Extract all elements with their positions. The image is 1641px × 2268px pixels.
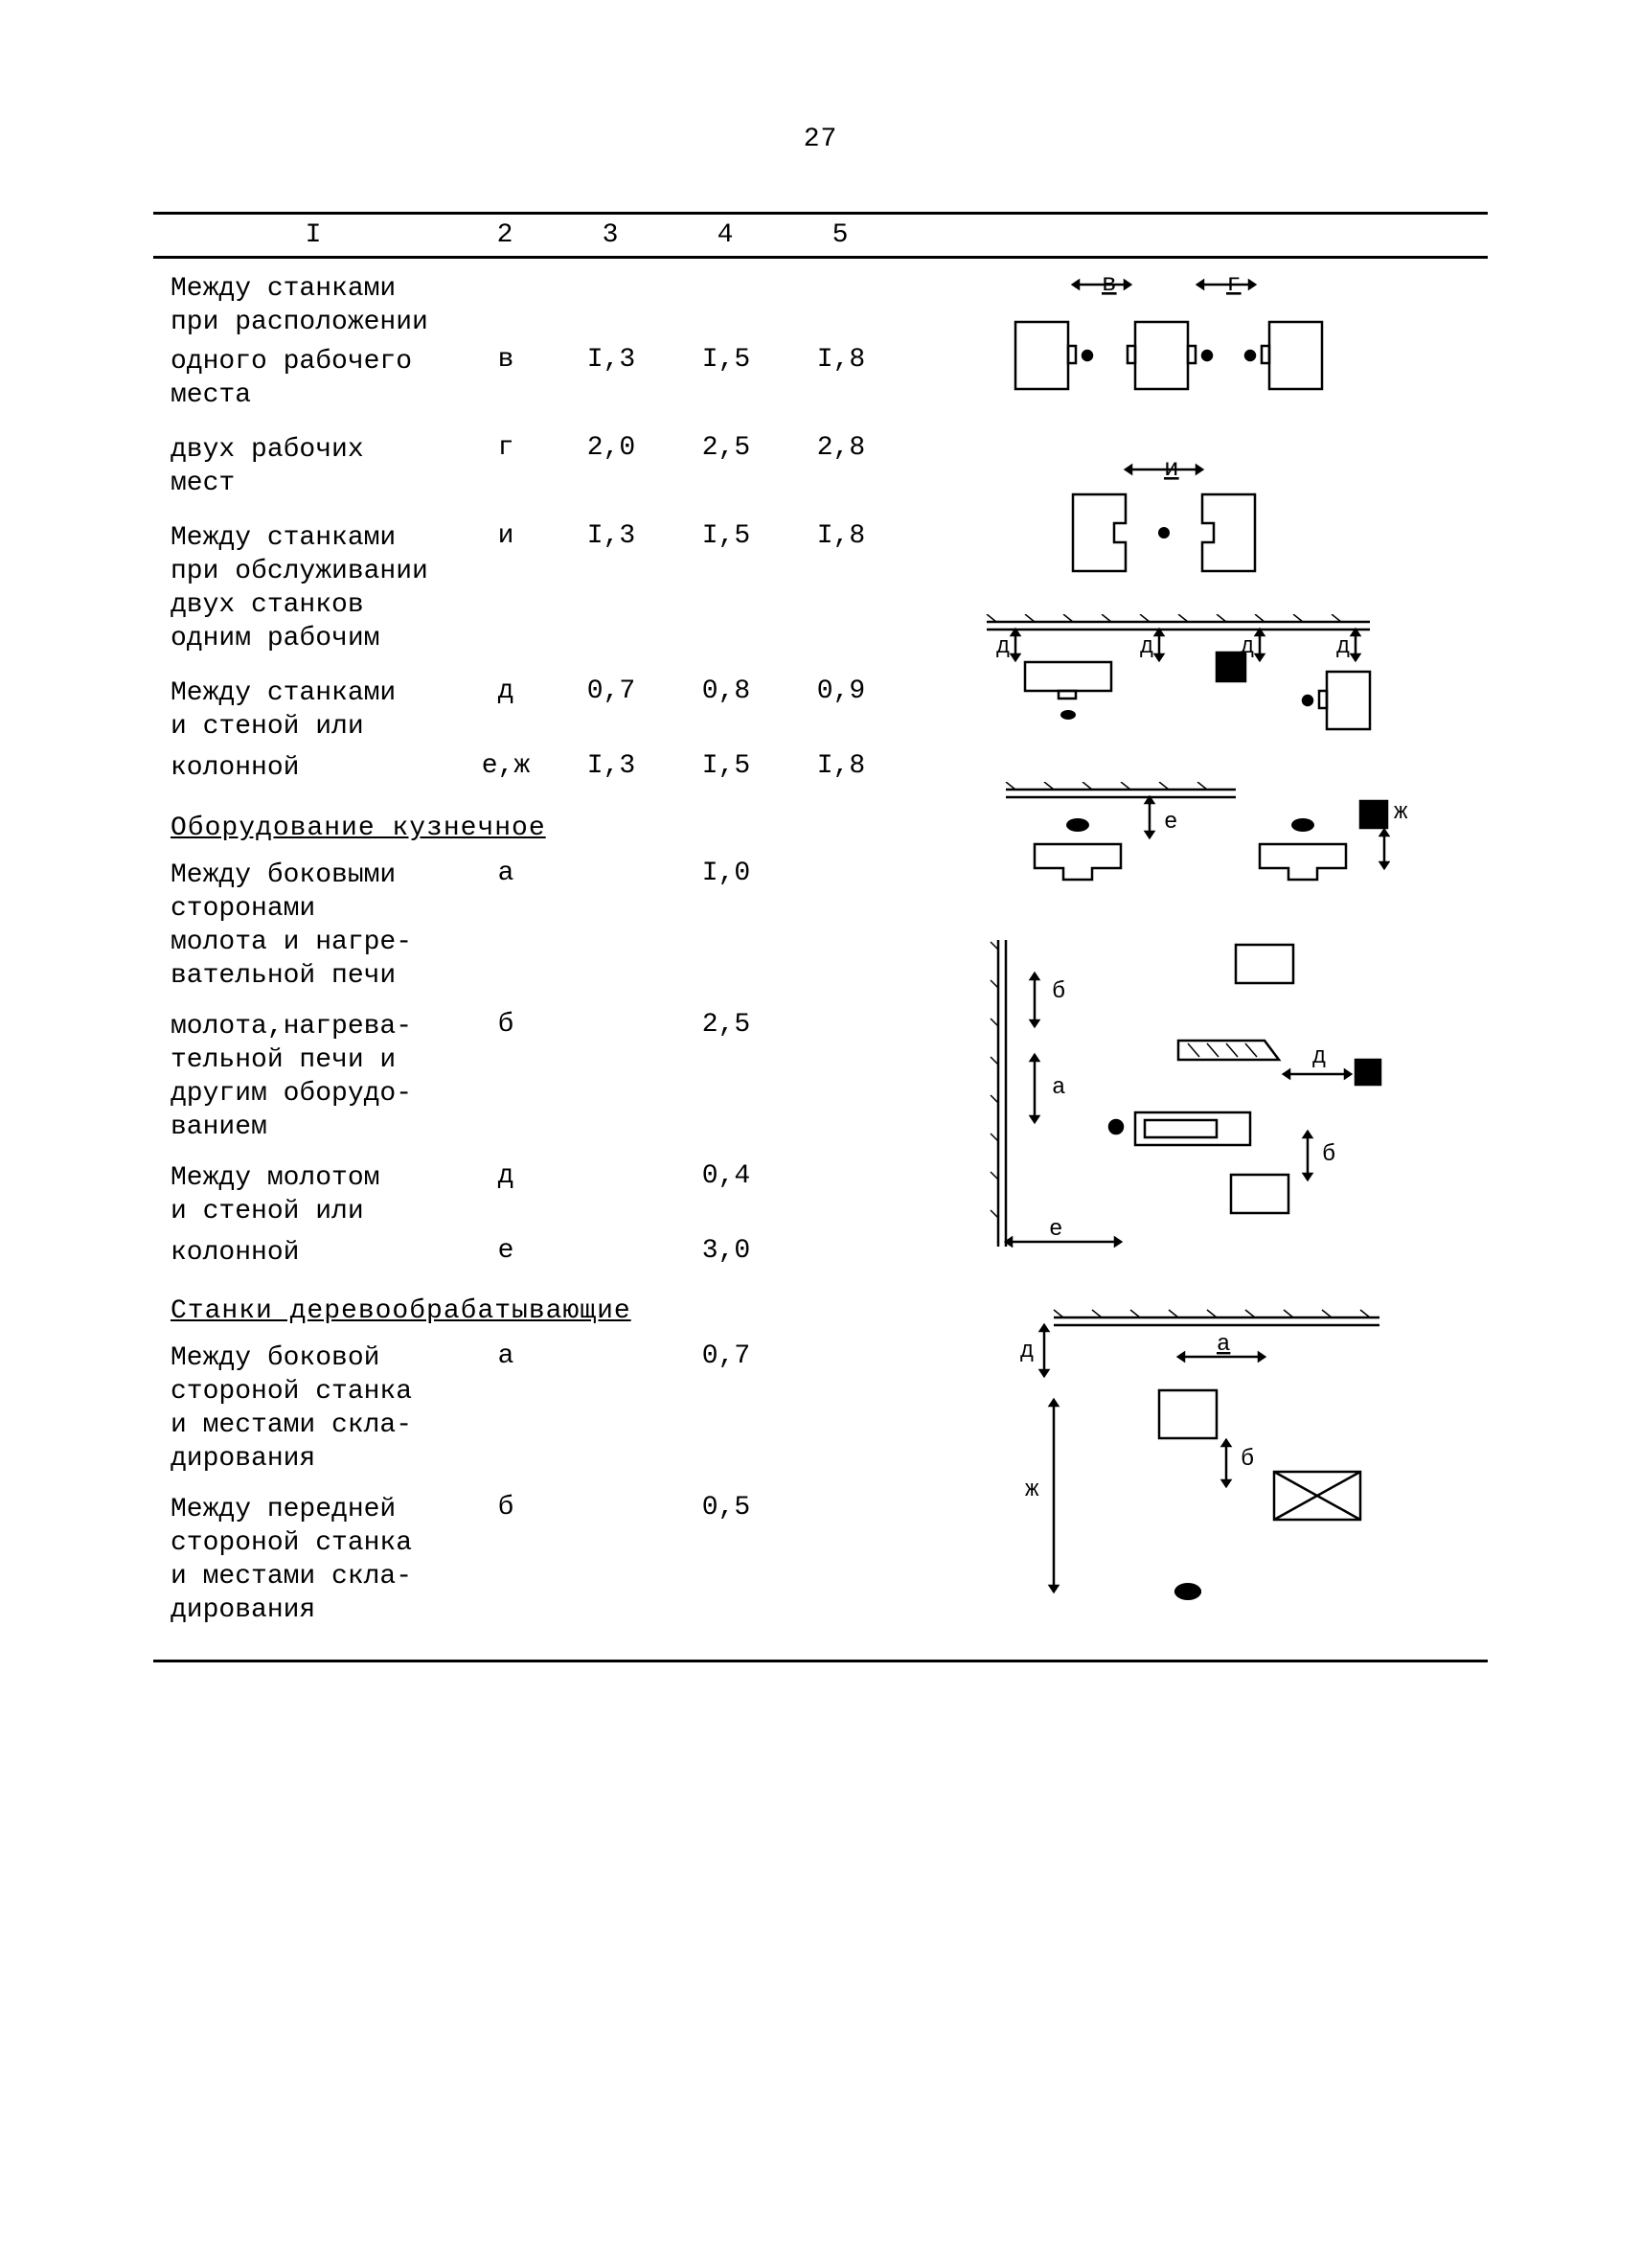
- table-area: I 2 3 4 5 Между станками при расположени…: [153, 212, 1488, 1662]
- cell-v4: I,5: [669, 345, 784, 375]
- diagram-label: б: [1241, 1447, 1254, 1473]
- header-col-2: 2: [458, 220, 554, 250]
- header-col-5: 5: [784, 220, 899, 250]
- diagram-2: и: [910, 456, 1447, 600]
- cell-label: одного рабочего места: [171, 345, 458, 412]
- cell-v4: 3,0: [669, 1236, 784, 1266]
- cell-v4: I,5: [669, 521, 784, 551]
- diagram-5: б а д б: [910, 940, 1447, 1266]
- cell-label: Между станками и стеной или: [171, 676, 458, 744]
- page: 27 I 2 3 4 5 Между станками при располож…: [0, 0, 1641, 2268]
- cell-v4: 0,4: [669, 1161, 784, 1191]
- header-col-1: I: [171, 220, 458, 250]
- diagram-label: ж: [1394, 800, 1408, 826]
- cell-sym: б: [458, 1010, 554, 1040]
- cell-v5: 0,9: [784, 676, 899, 706]
- cell-sym: и: [458, 521, 554, 551]
- cell-label: Между молотом и стеной или: [171, 1161, 458, 1228]
- cell-sym: г: [458, 433, 554, 463]
- bottom-rule: [153, 1660, 1488, 1662]
- diagram-label: е: [1049, 1217, 1062, 1243]
- cell-label: Между боковой стороной станка и местами …: [171, 1341, 458, 1476]
- diagram-label: д: [996, 634, 1010, 660]
- diagram-6: д а б ж: [910, 1304, 1447, 1620]
- cell-v4: I,0: [669, 859, 784, 888]
- cell-label: Между боковыми сторонами молота и нагре-…: [171, 859, 458, 993]
- cell-v3: I,3: [554, 751, 669, 781]
- diagram-label: д: [1020, 1339, 1034, 1364]
- cell-sym: е: [458, 1236, 554, 1266]
- diagram-label: б: [1052, 979, 1065, 1005]
- header-col-4: 4: [669, 220, 784, 250]
- diagram-label: а: [1217, 1332, 1230, 1358]
- cell-v4: 0,5: [669, 1493, 784, 1523]
- cell-v5: I,8: [784, 345, 899, 375]
- diagram-1: в г: [910, 269, 1447, 461]
- diagram-label: д: [1140, 634, 1153, 660]
- cell-v5: 2,8: [784, 433, 899, 463]
- diagram-label: а: [1052, 1075, 1065, 1101]
- diagram-label: д: [1336, 634, 1350, 660]
- cell-sym: б: [458, 1493, 554, 1523]
- cell-v3: I,3: [554, 345, 669, 375]
- cell-v3: 0,7: [554, 676, 669, 706]
- page-number: 27: [153, 125, 1488, 154]
- diagram-label: б: [1322, 1142, 1335, 1168]
- cell-v4: 0,8: [669, 676, 784, 706]
- header-row: I 2 3 4 5: [153, 215, 1488, 256]
- cell-v3: 2,0: [554, 433, 669, 463]
- cell-label: двух рабочих мест: [171, 433, 458, 500]
- cell-v5: I,8: [784, 521, 899, 551]
- intro-row-1: Между станками при расположении: [153, 259, 477, 341]
- cell-v4: I,5: [669, 751, 784, 781]
- cell-v4: 2,5: [669, 1010, 784, 1040]
- diagram-label: д: [1312, 1044, 1326, 1070]
- diagram-4: е ж: [910, 782, 1447, 935]
- cell-label: колонной: [171, 1236, 458, 1270]
- diagram-label: ж: [1025, 1478, 1039, 1503]
- cell-label: колонной: [171, 751, 458, 785]
- cell-sym: а: [458, 859, 554, 888]
- cell-label: Между станками при обслуживании двух ста…: [171, 521, 458, 655]
- cell-sym: д: [458, 1161, 554, 1191]
- cell-sym: е,ж: [458, 751, 554, 781]
- cell-v4: 2,5: [669, 433, 784, 463]
- cell-v5: I,8: [784, 751, 899, 781]
- cell-sym: в: [458, 345, 554, 375]
- header-col-3: 3: [554, 220, 669, 250]
- cell-label: Между передней стороной станка и местами…: [171, 1493, 458, 1627]
- cell-label: молота,нагрева- тельной печи и другим об…: [171, 1010, 458, 1144]
- diagram-label: е: [1164, 810, 1177, 836]
- cell-v3: I,3: [554, 521, 669, 551]
- diagram-3: д д д д: [910, 614, 1447, 758]
- cell-v4: 0,7: [669, 1341, 784, 1371]
- cell-sym: д: [458, 676, 554, 706]
- cell-sym: а: [458, 1341, 554, 1371]
